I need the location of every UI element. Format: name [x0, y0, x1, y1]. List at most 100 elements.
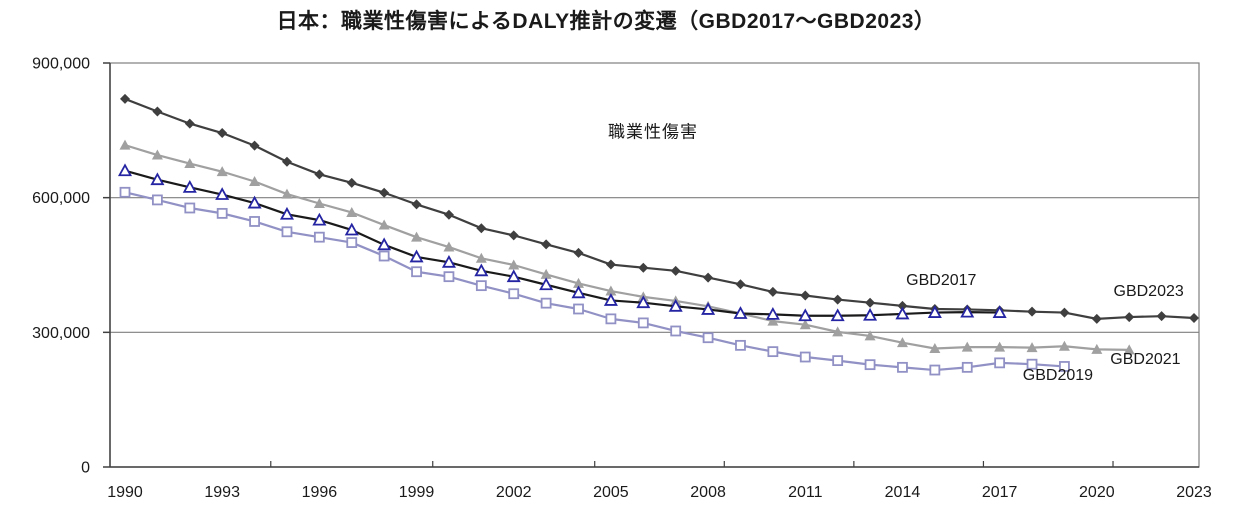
marker-triangle	[249, 176, 261, 187]
marker-triangle-open	[701, 302, 716, 315]
x-tick-label: 2023	[1176, 484, 1212, 501]
y-tick-label: 0	[81, 460, 90, 477]
marker-diamond	[735, 279, 746, 290]
marker-square-open	[378, 250, 390, 262]
marker-triangle-open	[441, 254, 456, 268]
marker-triangle	[313, 198, 325, 209]
series-line-gbd2021	[124, 144, 1130, 351]
marker-square-open	[184, 202, 196, 214]
series-label-gbd2023: GBD2023	[1113, 282, 1184, 300]
marker-triangle	[151, 149, 163, 160]
marker-triangle-open	[377, 237, 392, 251]
marker-triangle-open	[215, 187, 230, 200]
marker-square-open	[702, 332, 714, 344]
marker-diamond	[638, 262, 649, 273]
marker-square-open	[443, 271, 455, 283]
marker-square-open	[411, 266, 422, 278]
marker-square-open	[573, 303, 584, 315]
marker-square-open	[216, 207, 228, 219]
x-tick-label: 2005	[593, 484, 629, 501]
chart-title: 日本：職業性傷害によるDALY推計の変遷（GBD2017～GBD2023）	[276, 10, 936, 33]
marker-diamond	[1059, 307, 1070, 318]
x-tick-label: 2002	[496, 484, 532, 501]
marker-square-open	[1026, 358, 1038, 370]
series-label-gbd2019: GBD2019	[1022, 366, 1094, 384]
marker-triangle-open	[895, 306, 910, 320]
marker-triangle	[1058, 340, 1070, 351]
marker-square-open	[864, 359, 876, 371]
marker-diamond	[605, 259, 616, 270]
marker-triangle	[216, 166, 228, 177]
marker-diamond	[346, 177, 357, 188]
marker-triangle-open	[247, 195, 262, 209]
marker-square-open	[540, 297, 552, 309]
marker-diamond	[152, 106, 163, 117]
marker-triangle	[832, 326, 844, 337]
marker-square-open	[929, 364, 941, 376]
marker-square-open	[508, 288, 520, 300]
marker-square-open	[1059, 361, 1070, 372]
x-tick-label: 2017	[982, 484, 1018, 501]
marker-triangle	[119, 139, 131, 150]
marker-square-open	[670, 325, 682, 337]
marker-square-open	[313, 231, 325, 243]
x-tick-label: 1993	[204, 484, 240, 501]
marker-triangle	[605, 285, 617, 296]
marker-diamond	[443, 209, 454, 220]
marker-diamond	[217, 128, 228, 139]
marker-triangle-open	[409, 249, 424, 263]
marker-triangle	[896, 337, 908, 348]
marker-triangle-open	[830, 308, 845, 322]
marker-square-open	[119, 186, 131, 198]
marker-diamond	[508, 230, 519, 241]
marker-triangle	[508, 259, 520, 270]
marker-triangle-open	[344, 222, 359, 236]
marker-diamond	[1156, 311, 1167, 322]
marker-square-open	[605, 313, 617, 325]
x-tick-label: 2020	[1079, 484, 1115, 501]
marker-triangle	[864, 330, 876, 341]
series-label-gbd2017: GBD2017	[906, 272, 977, 290]
marker-triangle-open	[863, 307, 878, 321]
x-tick-label: 2014	[885, 484, 921, 501]
marker-triangle-open	[992, 305, 1007, 318]
marker-triangle	[961, 341, 973, 352]
marker-square-open	[832, 355, 844, 367]
marker-diamond	[379, 187, 390, 198]
marker-triangle-open	[960, 304, 975, 318]
marker-triangle	[1123, 344, 1135, 355]
marker-triangle-open	[798, 308, 813, 322]
marker-square-open	[151, 194, 163, 206]
marker-triangle	[799, 319, 811, 330]
marker-square-open	[346, 237, 358, 248]
marker-diamond	[1124, 312, 1135, 323]
marker-triangle-open	[668, 298, 683, 312]
marker-diamond	[865, 297, 876, 308]
marker-diamond	[541, 239, 552, 250]
marker-triangle	[540, 268, 552, 279]
marker-square-open	[961, 361, 973, 373]
marker-triangle	[443, 241, 455, 252]
series-label-gbd2021: GBD2021	[1110, 351, 1181, 369]
marker-triangle-open	[733, 306, 748, 319]
marker-triangle-open	[474, 263, 489, 277]
series-line-gbd2017	[124, 169, 1000, 317]
marker-diamond	[670, 265, 681, 276]
marker-square-open	[637, 317, 649, 329]
marker-diamond	[800, 290, 811, 301]
marker-diamond	[184, 118, 195, 129]
marker-triangle	[929, 342, 941, 353]
marker-square-open	[994, 357, 1006, 369]
marker-triangle	[378, 219, 390, 230]
marker-triangle-open	[506, 269, 521, 283]
y-tick-label: 600,000	[32, 190, 90, 207]
marker-square-open	[735, 339, 746, 351]
marker-triangle	[281, 188, 293, 199]
marker-triangle	[1091, 343, 1103, 354]
x-tick-label: 2011	[788, 484, 823, 501]
marker-triangle-open	[539, 277, 554, 291]
marker-triangle-open	[571, 285, 586, 299]
marker-diamond	[476, 223, 487, 234]
